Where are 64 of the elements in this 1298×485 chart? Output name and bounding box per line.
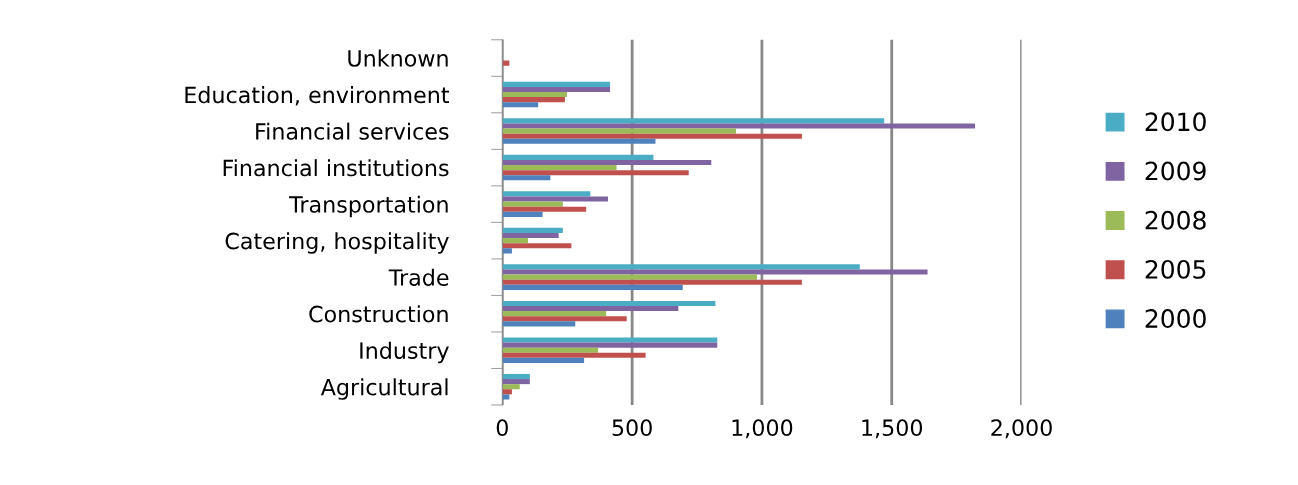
bar <box>502 342 718 348</box>
bar <box>502 316 627 322</box>
bar <box>502 81 611 87</box>
legend-label: 2000 <box>1145 309 1206 329</box>
bar <box>502 311 607 317</box>
bar <box>502 196 608 202</box>
bar <box>502 279 802 285</box>
bar <box>502 284 683 290</box>
bar <box>502 379 530 385</box>
y-tick-label: Unknown <box>348 49 448 67</box>
bar <box>502 352 646 358</box>
bar <box>502 165 617 171</box>
legend-label: 2005 <box>1145 259 1206 279</box>
bar <box>502 384 520 390</box>
bar <box>502 389 512 395</box>
bar <box>502 357 585 363</box>
bar <box>502 206 587 212</box>
x-tick-label: 1,000 <box>732 419 793 439</box>
bar <box>502 269 928 275</box>
bar <box>502 227 563 233</box>
bar <box>502 347 599 353</box>
legend-label: 2010 <box>1145 112 1206 132</box>
y-tick-label: Financial institutions <box>223 159 449 177</box>
bar <box>502 133 802 139</box>
bar <box>502 123 976 129</box>
bar <box>502 97 565 103</box>
bar <box>502 321 576 327</box>
y-tick-label: Construction <box>309 305 448 323</box>
bar <box>502 102 539 108</box>
bar <box>502 201 563 207</box>
bar <box>502 337 718 343</box>
bar <box>502 118 885 124</box>
x-tick-label: 0 <box>496 419 508 437</box>
bar <box>502 86 611 92</box>
bar <box>502 306 679 312</box>
bar <box>502 232 559 239</box>
bar <box>502 154 654 160</box>
bar <box>502 191 591 197</box>
y-tick-label: Trade <box>388 268 449 286</box>
bar <box>502 373 530 380</box>
y-tick-label: Financial services <box>256 122 449 140</box>
bar <box>502 274 757 280</box>
bar <box>502 91 567 98</box>
y-tick-label: Agricultural <box>320 378 448 400</box>
bar <box>502 159 712 166</box>
bar <box>502 175 551 181</box>
bar <box>502 248 512 254</box>
bar <box>502 264 860 270</box>
bar <box>502 128 736 134</box>
x-tick-label: 1,500 <box>862 419 923 439</box>
y-tick-label: Industry <box>360 341 449 364</box>
bar <box>502 300 716 306</box>
x-tick-label: 2,000 <box>991 419 1052 439</box>
bar <box>502 170 689 176</box>
legend-label: 2008 <box>1145 210 1206 230</box>
bar <box>502 238 529 244</box>
legend-label: 2009 <box>1145 161 1206 181</box>
bar <box>502 211 543 217</box>
x-tick-label: 500 <box>612 419 652 437</box>
y-tick-label: Transportation <box>289 195 448 218</box>
bar <box>502 138 656 144</box>
y-tick-label: Education, environment <box>185 86 450 106</box>
bar <box>502 243 572 249</box>
y-tick-label: Catering, hospitality <box>225 232 449 254</box>
